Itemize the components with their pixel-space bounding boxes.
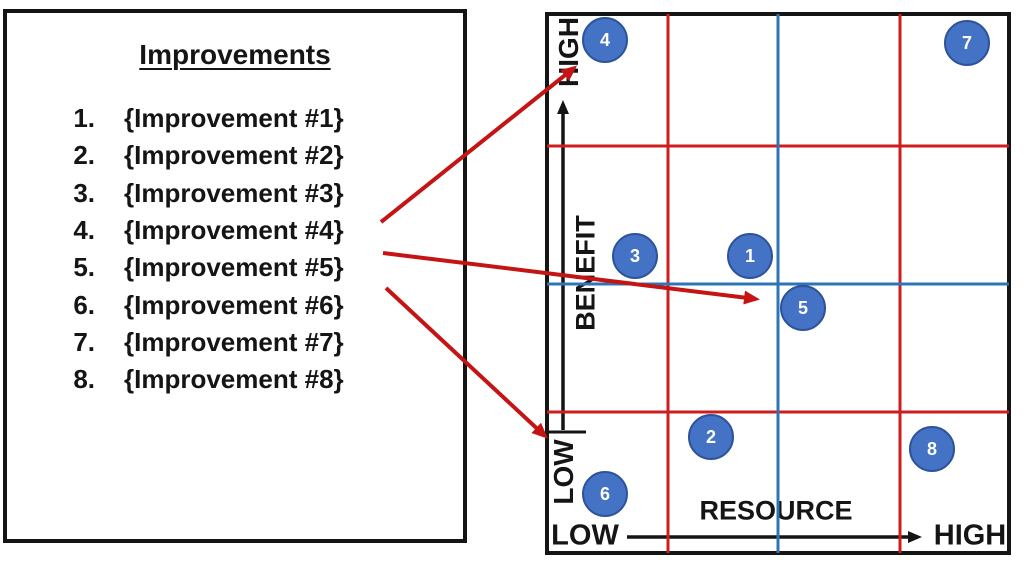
list-item: 3. {Improvement #3} xyxy=(59,175,453,212)
item-number: 8. xyxy=(73,364,95,395)
priority-circle-3: 3 xyxy=(612,233,658,279)
priority-circle-5: 5 xyxy=(780,285,826,331)
circle-number: 1 xyxy=(744,245,755,266)
improvements-list: 1. {Improvement #1} 2. {Improvement #2} … xyxy=(59,100,453,398)
priority-circle-7: 7 xyxy=(944,20,990,66)
item-label: {Improvement #3} xyxy=(124,177,344,208)
priority-circle-1: 1 xyxy=(727,233,773,279)
priority-circle-2: 2 xyxy=(688,414,734,460)
list-item: 2. {Improvement #2} xyxy=(59,137,453,174)
list-item: 7. {Improvement #7} xyxy=(59,324,453,361)
list-item: 1. {Improvement #1} xyxy=(59,100,453,137)
y-axis-low-label: LOW xyxy=(548,439,579,505)
circle-number: 6 xyxy=(599,483,610,504)
item-number: 4. xyxy=(73,215,95,246)
y-axis-high-label: HIGH xyxy=(553,17,584,87)
improvements-title: Improvements xyxy=(139,39,331,70)
list-item: 5. {Improvement #5} xyxy=(59,249,453,286)
item-number: 7. xyxy=(73,326,95,357)
circle-number: 2 xyxy=(705,426,716,447)
circle-number: 5 xyxy=(797,297,808,318)
improvements-panel: Improvements 1. {Improvement #1} 2. {Imp… xyxy=(3,9,467,543)
circle-number: 4 xyxy=(599,29,610,50)
circle-number: 8 xyxy=(926,438,937,459)
item-label: {Improvement #4} xyxy=(124,215,344,246)
circle-number: 7 xyxy=(961,32,972,53)
item-number: 1. xyxy=(73,103,95,134)
x-axis-high-label: HIGH xyxy=(933,519,1007,552)
priority-circle-8: 8 xyxy=(909,426,955,472)
item-label: {Improvement #5} xyxy=(124,252,344,283)
item-number: 5. xyxy=(73,252,95,283)
item-label: {Improvement #7} xyxy=(124,326,344,357)
item-label: {Improvement #6} xyxy=(124,289,344,320)
item-label: {Improvement #2} xyxy=(124,140,344,171)
priority-circle-6: 6 xyxy=(582,471,628,517)
item-number: 6. xyxy=(73,289,95,320)
x-axis-title: RESOURCE xyxy=(699,495,853,526)
x-axis-low-label: LOW xyxy=(551,519,619,552)
priority-circle-4: 4 xyxy=(582,17,628,63)
item-number: 3. xyxy=(73,177,95,208)
item-label: {Improvement #8} xyxy=(124,364,344,395)
list-item: 8. {Improvement #8} xyxy=(59,361,453,398)
item-number: 2. xyxy=(73,140,95,171)
list-item: 4. {Improvement #4} xyxy=(59,212,453,249)
item-label: {Improvement #1} xyxy=(124,103,344,134)
circle-number: 3 xyxy=(629,245,640,266)
list-item: 6. {Improvement #6} xyxy=(59,286,453,323)
y-axis-title: BENEFIT xyxy=(570,215,601,331)
